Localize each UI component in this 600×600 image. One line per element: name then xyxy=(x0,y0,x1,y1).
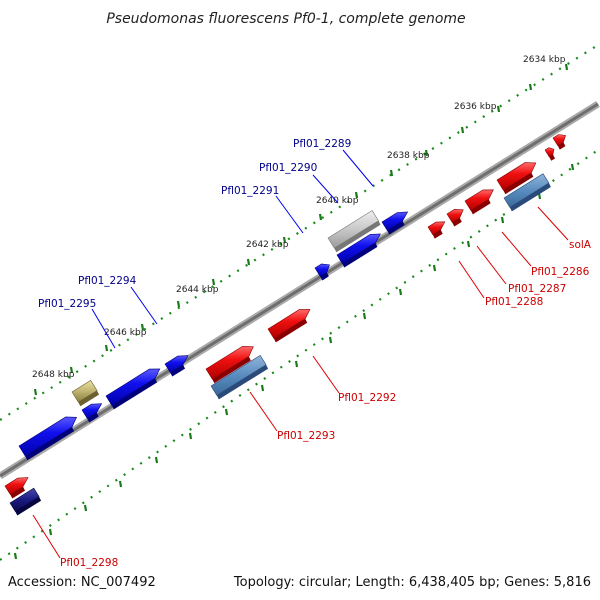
gene-sola-b[interactable] xyxy=(544,147,555,161)
inner-major-tick xyxy=(466,240,471,248)
gene-label-pfl01-2291[interactable]: Pfl01_2291 xyxy=(221,185,279,197)
inner-major-tick xyxy=(432,264,437,272)
gene-pfl01-2286b[interactable] xyxy=(503,173,551,212)
inner-major-tick xyxy=(154,456,159,464)
gene-label-pfl01-2290[interactable]: Pfl01_2290 xyxy=(259,162,317,174)
tick-label: 2648 kbp xyxy=(32,370,75,380)
inner-major-tick xyxy=(500,216,505,224)
outer-major-tick xyxy=(69,366,74,374)
outer-major-tick xyxy=(33,388,38,396)
tick-label: 2638 kbp xyxy=(387,151,430,161)
gene-pfl01-2292[interactable] xyxy=(267,309,311,343)
gene-sola[interactable] xyxy=(552,134,566,150)
gene-pfl01-2293[interactable] xyxy=(210,354,269,400)
outer-major-tick xyxy=(460,126,465,134)
inner-major-tick xyxy=(48,528,53,536)
gene-label-pfl01-2295[interactable]: Pfl01_2295 xyxy=(38,298,96,310)
outer-major-tick xyxy=(104,344,109,352)
outer-tick-track xyxy=(0,44,599,421)
gene-label-pfl01-2286[interactable]: Pfl01_2286 xyxy=(531,266,590,278)
inner-major-tick xyxy=(224,408,229,416)
gene-pfl01-2286[interactable] xyxy=(496,162,537,195)
gene-pfl01-2289[interactable] xyxy=(381,211,409,235)
gene-pfl01-2297[interactable] xyxy=(18,416,77,461)
tick-label: 2642 kbp xyxy=(246,240,289,250)
gene-pfl01-2294b[interactable] xyxy=(105,368,161,410)
outer-major-tick xyxy=(318,213,323,221)
gene-label-pfl01-2292[interactable]: Pfl01_2292 xyxy=(338,392,396,404)
inner-major-tick xyxy=(118,480,123,488)
outer-major-tick xyxy=(564,63,569,71)
outer-major-tick xyxy=(389,169,394,177)
outer-major-tick xyxy=(246,258,251,266)
inner-major-tick xyxy=(260,384,265,392)
gene-label-pfl01-2289[interactable]: Pfl01_2289 xyxy=(293,138,351,150)
inner-major-tick xyxy=(83,504,88,512)
outer-major-tick xyxy=(140,323,145,331)
inner-major-tick xyxy=(398,288,403,296)
gene-pfl01-2290[interactable] xyxy=(327,210,381,253)
outer-major-tick xyxy=(496,105,501,113)
gene-label-pfl01-2293[interactable]: Pfl01_2293 xyxy=(277,430,335,442)
gene-pfl01-2294[interactable] xyxy=(164,355,189,377)
tick-label: 2636 kbp xyxy=(454,102,497,112)
map-title: Pseudomonas fluorescens Pf0-1, complete … xyxy=(106,11,465,27)
inner-major-tick xyxy=(188,432,193,440)
inner-major-tick xyxy=(362,312,367,320)
outer-major-tick xyxy=(424,149,429,157)
outer-major-tick xyxy=(176,300,181,308)
bottom-leaders xyxy=(32,206,569,559)
tick-label: 2646 kbp xyxy=(104,328,147,338)
gene-pfl01-2287[interactable] xyxy=(464,189,494,215)
gene-features xyxy=(4,134,566,516)
outer-major-tick xyxy=(282,236,287,244)
tick-label: 2634 kbp xyxy=(523,55,566,65)
inner-major-tick xyxy=(570,163,575,171)
accession-text: Accession: NC_007492 xyxy=(8,575,156,590)
tick-label: 2644 kbp xyxy=(176,285,219,295)
gene-label-pfl01-2287[interactable]: Pfl01_2287 xyxy=(508,283,566,295)
inner-tick-track xyxy=(0,149,599,561)
gene-label-pfl01-2294[interactable]: Pfl01_2294 xyxy=(78,275,137,287)
inner-major-tick xyxy=(328,336,333,344)
gene-pfl01-2291[interactable] xyxy=(336,233,381,268)
gene-pfl01-2296[interactable] xyxy=(71,379,100,407)
genome-summary-text: Topology: circular; Length: 6,438,405 bp… xyxy=(233,575,591,590)
gene-pfl01-2295[interactable] xyxy=(81,403,103,423)
gene-pfl01-2288[interactable] xyxy=(446,209,464,227)
inner-major-tick xyxy=(13,552,18,560)
gene-label-pfl01-2298[interactable]: Pfl01_2298 xyxy=(60,557,118,569)
gene-label-pfl01-2288[interactable]: Pfl01_2288 xyxy=(485,296,543,308)
gene-pfl01-2298b[interactable] xyxy=(9,487,42,516)
major-ticks xyxy=(13,63,575,560)
top-leaders xyxy=(91,149,374,349)
tick-label: 2640 kbp xyxy=(316,196,359,206)
gene-pfl01-2288b[interactable] xyxy=(427,221,446,239)
gene-pfl01-2292b[interactable] xyxy=(205,345,254,384)
gene-label-sola[interactable]: solA xyxy=(569,239,592,251)
inner-major-tick xyxy=(294,360,299,368)
gene-pfl01-2291b[interactable] xyxy=(314,263,330,281)
outer-major-tick xyxy=(354,191,359,199)
outer-major-tick xyxy=(211,278,216,286)
gene-pfl01-2298[interactable] xyxy=(4,477,29,499)
outer-major-tick xyxy=(528,83,533,91)
